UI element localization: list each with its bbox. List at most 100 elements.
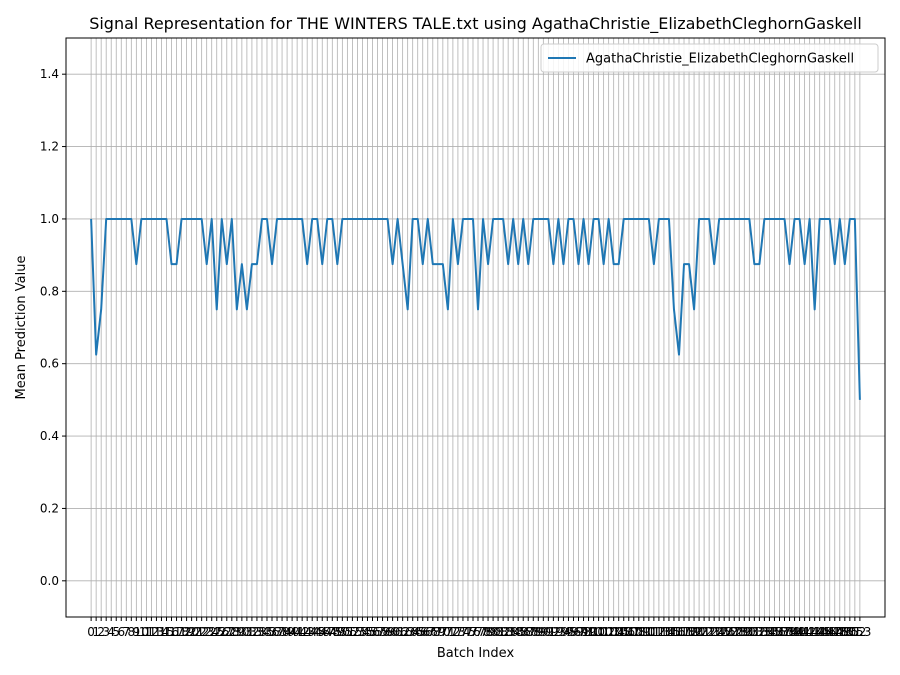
x-tick-label: 96 <box>566 625 581 639</box>
x-tick-label: 45 <box>310 625 325 639</box>
x-tick-label: 106 <box>612 625 635 639</box>
x-tick-label: 43 <box>300 625 315 639</box>
x-tick-label: 4 <box>107 625 115 639</box>
x-tick-label: 151 <box>838 625 861 639</box>
x-tick-label: 83 <box>501 625 516 639</box>
x-tick-label: 108 <box>622 625 645 639</box>
x-tick-label: 62 <box>395 625 410 639</box>
y-tick-label: 0.8 <box>40 284 59 298</box>
x-tick-label: 2 <box>97 625 105 639</box>
x-tick-label: 109 <box>627 625 650 639</box>
chart-title: Signal Representation for THE WINTERS TA… <box>89 14 862 34</box>
x-tick-label: 17 <box>169 625 184 639</box>
x-tick-label: 66 <box>415 625 430 639</box>
x-tick-label: 117 <box>668 625 691 639</box>
x-tick-label: 149 <box>828 625 851 639</box>
legend: AgathaChristie_ElizabethCleghornGaskell <box>540 43 879 73</box>
x-tick-label: 0 <box>87 625 95 639</box>
y-tick-label: 0.2 <box>40 501 59 515</box>
y-tick-label: 1.4 <box>40 67 59 81</box>
x-tick-label: 37 <box>269 625 284 639</box>
x-tick-label: 27 <box>219 625 234 639</box>
x-tick-label: 100 <box>582 625 605 639</box>
y-tick-label: 0.4 <box>40 429 59 443</box>
x-tick-label: 116 <box>663 625 686 639</box>
x-tick-label: 64 <box>405 625 420 639</box>
x-tick-label: 150 <box>833 625 856 639</box>
x-tick-label: 8 <box>127 625 135 639</box>
x-tick-label: 133 <box>748 625 771 639</box>
x-tick-label: 145 <box>808 625 831 639</box>
x-tick-label: 152 <box>843 625 866 639</box>
x-tick-label: 50 <box>335 625 350 639</box>
x-tick-label: 153 <box>848 625 871 639</box>
x-tick-label: 1 <box>92 625 100 639</box>
x-tick-label: 127 <box>718 625 741 639</box>
y-axis-ticks: 0.0 0.2 0.4 0.6 0.8 1.0 1.2 1.4 <box>40 67 66 588</box>
x-tick-label: 7 <box>122 625 130 639</box>
x-tick-label: 77 <box>470 625 485 639</box>
x-tick-label: 63 <box>400 625 415 639</box>
x-tick-label: 13 <box>149 625 164 639</box>
y-tick-label: 0.6 <box>40 357 59 371</box>
x-tick-label: 10 <box>134 625 149 639</box>
x-tick-label: 148 <box>823 625 846 639</box>
x-tick-label: 75 <box>460 625 475 639</box>
x-tick-label: 6 <box>117 625 125 639</box>
x-tick-label: 69 <box>430 625 445 639</box>
x-tick-label: 80 <box>485 625 500 639</box>
x-tick-label: 82 <box>495 625 510 639</box>
x-tick-label: 65 <box>410 625 425 639</box>
x-grid <box>90 38 861 617</box>
x-tick-label: 21 <box>189 625 204 639</box>
x-tick-label: 134 <box>753 625 776 639</box>
x-tick-label: 34 <box>254 625 269 639</box>
x-tick-label: 76 <box>465 625 480 639</box>
x-tick-label: 49 <box>330 625 345 639</box>
x-tick-label: 81 <box>490 625 505 639</box>
x-tick-label: 102 <box>592 625 615 639</box>
x-tick-label: 53 <box>350 625 365 639</box>
x-tick-label: 35 <box>259 625 274 639</box>
x-tick-label: 105 <box>607 625 630 639</box>
x-tick-label: 97 <box>571 625 586 639</box>
x-tick-label: 40 <box>284 625 299 639</box>
x-tick-label: 135 <box>758 625 781 639</box>
x-tick-label: 3 <box>102 625 110 639</box>
x-tick-label: 68 <box>425 625 440 639</box>
x-tick-label: 89 <box>531 625 546 639</box>
x-tick-label: 124 <box>703 625 726 639</box>
x-tick-label: 22 <box>194 625 209 639</box>
x-tick-label: 5 <box>112 625 120 639</box>
x-tick-label: 19 <box>179 625 194 639</box>
x-tick-label: 140 <box>783 625 806 639</box>
x-tick-label: 33 <box>249 625 264 639</box>
x-tick-label: 92 <box>546 625 561 639</box>
x-tick-label: 16 <box>164 625 179 639</box>
x-tick-label: 24 <box>204 625 219 639</box>
x-tick-label: 101 <box>587 625 610 639</box>
x-tick-label: 107 <box>617 625 640 639</box>
series-layer <box>90 217 861 400</box>
x-tick-label: 147 <box>818 625 841 639</box>
x-tick-label: 98 <box>576 625 591 639</box>
x-tick-label: 79 <box>480 625 495 639</box>
x-axis-label: Batch Index <box>437 646 515 661</box>
series-line <box>90 217 861 400</box>
x-tick-label: 42 <box>295 625 310 639</box>
x-tick-label: 121 <box>688 625 711 639</box>
x-tick-label: 112 <box>642 625 665 639</box>
x-tick-label: 29 <box>229 625 244 639</box>
y-tick-label: 0.0 <box>40 574 59 588</box>
x-tick-label: 59 <box>380 625 395 639</box>
legend-label: AgathaChristie_ElizabethCleghornGaskell <box>586 52 854 67</box>
x-tick-label: 11 <box>139 625 154 639</box>
x-tick-label: 113 <box>647 625 670 639</box>
x-tick-label: 130 <box>733 625 756 639</box>
x-tick-label: 142 <box>793 625 816 639</box>
x-tick-label: 46 <box>315 625 330 639</box>
x-tick-label: 136 <box>763 625 786 639</box>
plot-frame <box>65 37 886 618</box>
x-tick-label: 91 <box>541 625 556 639</box>
x-tick-label: 132 <box>743 625 766 639</box>
